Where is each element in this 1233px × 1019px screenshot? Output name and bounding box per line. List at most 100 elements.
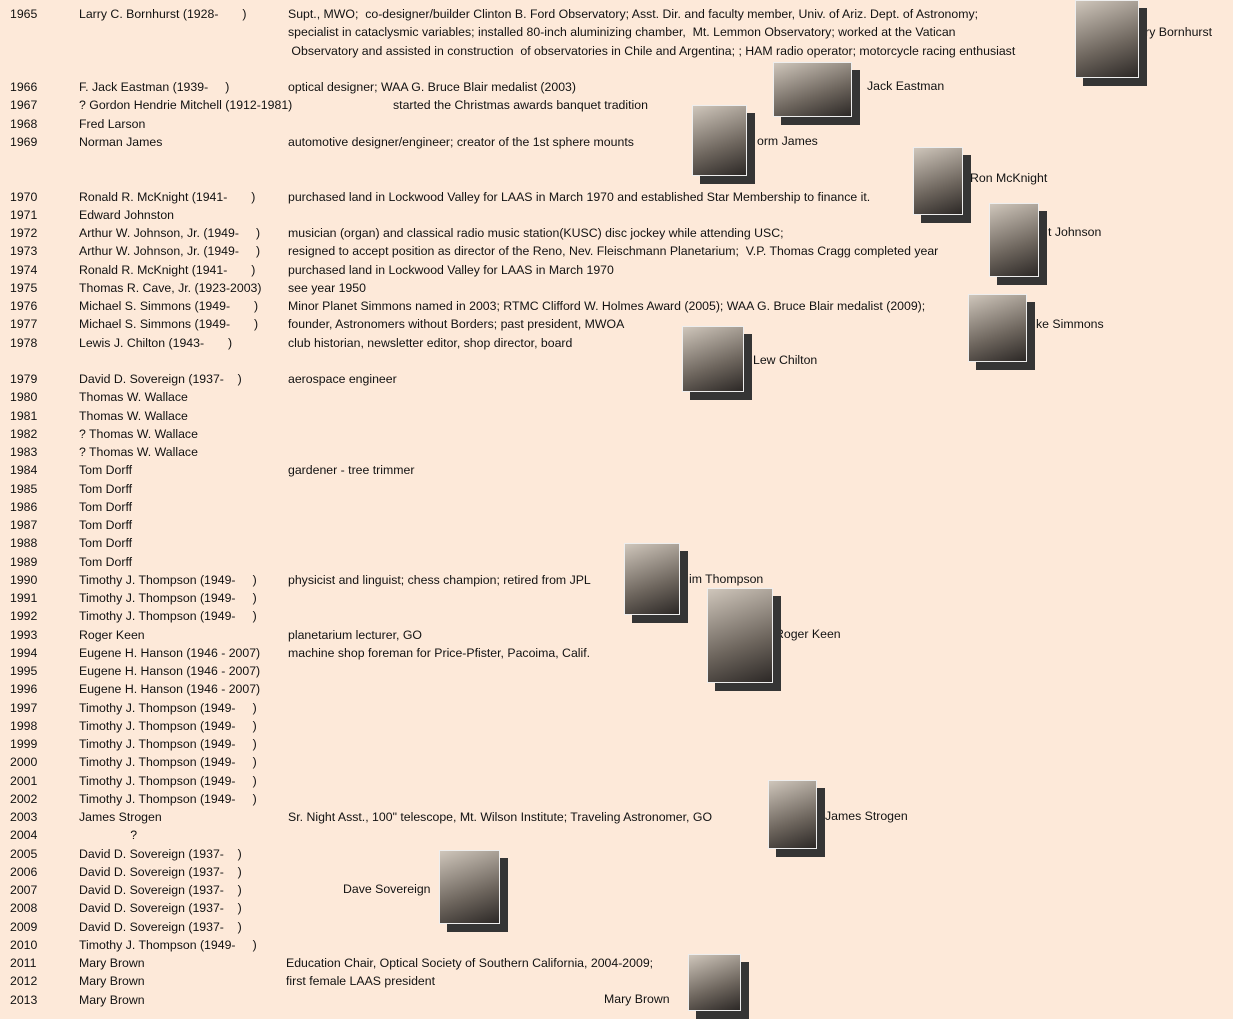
name: Thomas W. Wallace	[79, 390, 188, 405]
year: 2013	[10, 992, 38, 1007]
year: 2011	[10, 956, 37, 970]
name: Tom Dorff	[79, 499, 133, 514]
year: 1993	[10, 627, 38, 642]
description: Minor Planet Simmons named in 2003; RTMC…	[288, 299, 926, 313]
photo-caption: im Thompson	[689, 572, 764, 586]
description: specialist in cataclysmic variables; ins…	[288, 25, 956, 40]
year: 1973	[10, 244, 38, 259]
year: 1967	[10, 98, 38, 113]
name: Timothy J. Thompson (1949- )	[79, 791, 257, 806]
name: ? Thomas W. Wallace	[79, 426, 198, 441]
year: 1986	[10, 499, 38, 514]
year: 1996	[10, 682, 38, 697]
name: Mary Brown	[79, 992, 145, 1007]
photo	[1075, 0, 1139, 78]
year: 1974	[10, 262, 38, 277]
photo-caption: orm James	[757, 134, 818, 148]
name: Norman James	[79, 134, 163, 149]
name: Timothy J. Thompson (1949- )	[79, 718, 257, 733]
year: 1969	[10, 134, 38, 149]
photo	[773, 62, 852, 117]
year: 1966	[10, 80, 38, 94]
description: club historian, newsletter editor, shop …	[288, 335, 573, 350]
year: 2002	[10, 791, 38, 806]
description: resigned to accept position as director …	[288, 244, 939, 259]
year: 2001	[10, 773, 38, 788]
name: ?	[79, 828, 138, 843]
description: founder, Astronomers without Borders; pa…	[288, 317, 625, 332]
name: F. Jack Eastman (1939- )	[79, 80, 230, 94]
photo	[768, 780, 817, 849]
year: 1981	[10, 408, 38, 423]
photo-caption: Roger Keen	[775, 627, 841, 641]
year: 1985	[10, 481, 38, 496]
name: Arthur W. Johnson, Jr. (1949- )	[79, 226, 261, 240]
photo	[968, 294, 1027, 362]
name: David D. Sovereign (1937- )	[79, 883, 242, 897]
name: Tom Dorff	[79, 554, 133, 569]
year: 1971	[10, 207, 38, 222]
photo-caption: Lew Chilton	[753, 353, 818, 367]
description: first female LAAS president	[286, 974, 435, 989]
year: 1975	[10, 280, 38, 295]
name: Lewis J. Chilton (1943- )	[79, 335, 233, 350]
name: Timothy J. Thompson (1949- )	[79, 773, 257, 788]
description: gardener - tree trimmer	[288, 463, 415, 478]
name: Ronald R. McKnight (1941- )	[79, 189, 256, 204]
photo	[989, 203, 1039, 277]
description: Supt., MWO; co-designer/builder Clinton …	[288, 7, 979, 21]
year: 1983	[10, 445, 38, 459]
name: David D. Sovereign (1937- )	[79, 901, 242, 916]
year: 1977	[10, 317, 38, 332]
name: Tom Dorff	[79, 536, 133, 551]
photo-caption: rry Bornhurst	[1141, 25, 1213, 39]
name: Timothy J. Thompson (1949- )	[79, 737, 257, 751]
description: purchased land in Lockwood Valley for LA…	[288, 262, 614, 277]
name: Eugene H. Hanson (1946 - 2007)	[79, 645, 261, 660]
year: 1982	[10, 426, 38, 441]
photo-caption: Ron McKnight	[970, 171, 1048, 185]
name: David D. Sovereign (1937- )	[79, 864, 242, 879]
name: Eugene H. Hanson (1946 - 2007)	[79, 664, 261, 678]
name: Timothy J. Thompson (1949- )	[79, 591, 257, 605]
name: Mary Brown	[79, 956, 145, 970]
year: 2012	[10, 974, 38, 989]
name: Timothy J. Thompson (1949- )	[79, 937, 257, 952]
description: purchased land in Lockwood Valley for LA…	[288, 189, 871, 204]
year: 2009	[10, 919, 38, 934]
description: musician (organ) and classical radio mus…	[288, 226, 784, 240]
year: 1989	[10, 554, 38, 569]
name: ? Gordon Hendrie Mitchell (1912-1981)	[79, 98, 293, 113]
description: physicist and linguist; chess champion; …	[288, 572, 591, 587]
description: see year 1950	[288, 280, 366, 295]
name: Arthur W. Johnson, Jr. (1949- )	[79, 244, 261, 259]
description: Education Chair, Optical Society of Sout…	[286, 956, 654, 970]
year: 1978	[10, 335, 38, 350]
name: Timothy J. Thompson (1949- )	[79, 755, 257, 770]
name: Tom Dorff	[79, 518, 133, 532]
year: 2008	[10, 901, 38, 916]
year: 1965	[10, 7, 38, 21]
year: 1984	[10, 463, 38, 478]
year: 1991	[10, 591, 38, 605]
year: 1998	[10, 718, 38, 733]
name: David D. Sovereign (1937- )	[79, 919, 242, 934]
photo	[439, 850, 500, 924]
description: started the Christmas awards banquet tra…	[393, 98, 648, 113]
photo	[682, 326, 744, 392]
name: Michael S. Simmons (1949- )	[79, 317, 259, 332]
year: 1968	[10, 116, 38, 131]
year: 1995	[10, 664, 38, 678]
name: Larry C. Bornhurst (1928- )	[79, 7, 247, 21]
year: 2004	[10, 828, 38, 843]
photo-caption: t Johnson	[1048, 225, 1102, 239]
photo-caption: James Strogen	[825, 809, 908, 823]
name: David D. Sovereign (1937- )	[79, 372, 242, 386]
description: aerospace engineer	[288, 372, 397, 386]
name: Ronald R. McKnight (1941- )	[79, 262, 256, 277]
photo-caption: Mary Brown	[604, 992, 670, 1006]
year: 1979	[10, 372, 38, 386]
name: Timothy J. Thompson (1949- )	[79, 609, 257, 624]
photo-caption: Dave Sovereign	[343, 882, 431, 896]
